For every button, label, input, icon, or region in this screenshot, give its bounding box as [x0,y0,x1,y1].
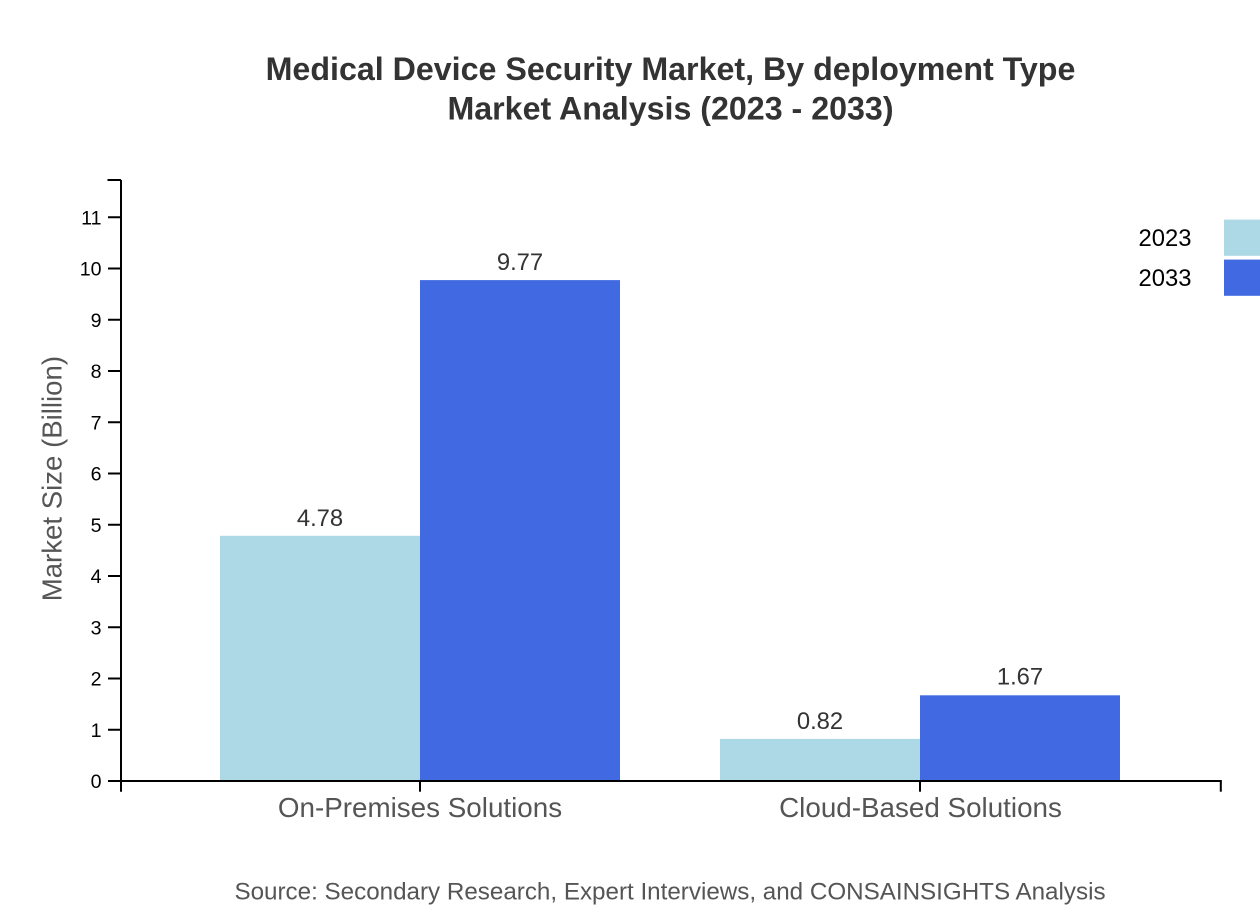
svg-text:9.77: 9.77 [497,249,543,276]
svg-text:6: 6 [91,464,102,486]
svg-text:4: 4 [91,566,102,588]
svg-text:8: 8 [91,361,102,383]
svg-text:Market Size (Billion): Market Size (Billion) [36,356,67,601]
svg-text:On-Premises Solutions: On-Premises Solutions [278,792,562,823]
svg-text:2023: 2023 [1139,225,1192,252]
svg-text:1.67: 1.67 [997,664,1043,691]
svg-text:3: 3 [91,617,102,639]
svg-text:5: 5 [91,515,102,537]
svg-text:Source: Secondary Research, Ex: Source: Secondary Research, Expert Inter… [234,879,1105,906]
svg-text:2: 2 [91,669,102,691]
svg-text:Cloud-Based Solutions: Cloud-Based Solutions [779,792,1062,823]
svg-text:0: 0 [91,771,102,793]
svg-text:4.78: 4.78 [297,505,343,532]
svg-text:Medical Device Security Market: Medical Device Security Market, By deplo… [266,51,1076,87]
svg-text:9: 9 [91,310,102,332]
svg-text:11: 11 [81,207,101,229]
svg-text:Market Analysis (2023 - 2033): Market Analysis (2023 - 2033) [447,91,893,127]
svg-text:1: 1 [91,720,102,742]
svg-text:7: 7 [91,412,102,434]
svg-text:0.82: 0.82 [797,708,843,735]
svg-text:10: 10 [80,259,102,281]
svg-text:2033: 2033 [1139,265,1192,292]
